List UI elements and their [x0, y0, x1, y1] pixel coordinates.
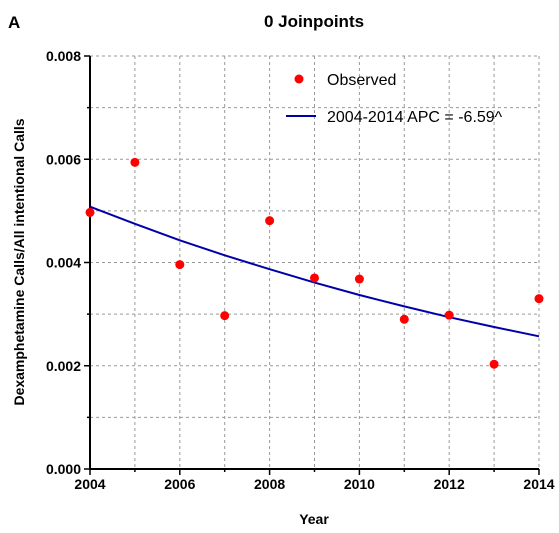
legend-fit-label: 2004-2014 APC = -6.59^	[327, 109, 503, 126]
observed-point	[85, 207, 95, 217]
legend-observed-marker	[294, 74, 304, 84]
observed-point	[175, 260, 185, 270]
y-axis-label: Dexamphetamine Calls/All intentional Cal…	[11, 118, 27, 405]
observed-point	[444, 310, 454, 320]
x-tick-label: 2010	[344, 476, 375, 492]
fit-line	[89, 205, 540, 338]
y-tick-label: 0.000	[46, 461, 81, 477]
legend-observed-label: Observed	[327, 72, 396, 89]
x-tick-label: 2008	[254, 476, 285, 492]
axes	[84, 55, 540, 475]
x-tick-label: 2004	[74, 476, 105, 492]
observed-point	[354, 274, 364, 284]
legend: Observed 2004-2014 APC = -6.59^	[286, 72, 503, 126]
observed-point	[310, 273, 319, 283]
x-axis-label: Year	[299, 511, 329, 527]
tick-labels: 0.000 0.002 0.004 0.006 0.008 2004 2006 2008 201…	[46, 48, 555, 492]
x-tick-label: 2012	[434, 476, 465, 492]
y-tick-label: 0.006	[46, 151, 81, 167]
observed-point	[534, 294, 544, 304]
panel-label: A	[8, 13, 20, 32]
chart-title: 0 Joinpoints	[264, 12, 364, 31]
observed-point	[399, 314, 409, 324]
y-tick-label: 0.008	[46, 48, 81, 64]
y-tick-label: 0.002	[46, 358, 81, 374]
x-tick-label: 2006	[164, 476, 195, 492]
observed-point	[220, 311, 230, 321]
y-tick-label: 0.004	[46, 255, 81, 271]
x-tick-label: 2014	[523, 476, 554, 492]
grid-lines	[90, 55, 540, 469]
observed-point	[265, 216, 275, 226]
data-marks	[85, 157, 544, 369]
observed-point	[489, 359, 499, 369]
observed-point	[130, 157, 140, 167]
